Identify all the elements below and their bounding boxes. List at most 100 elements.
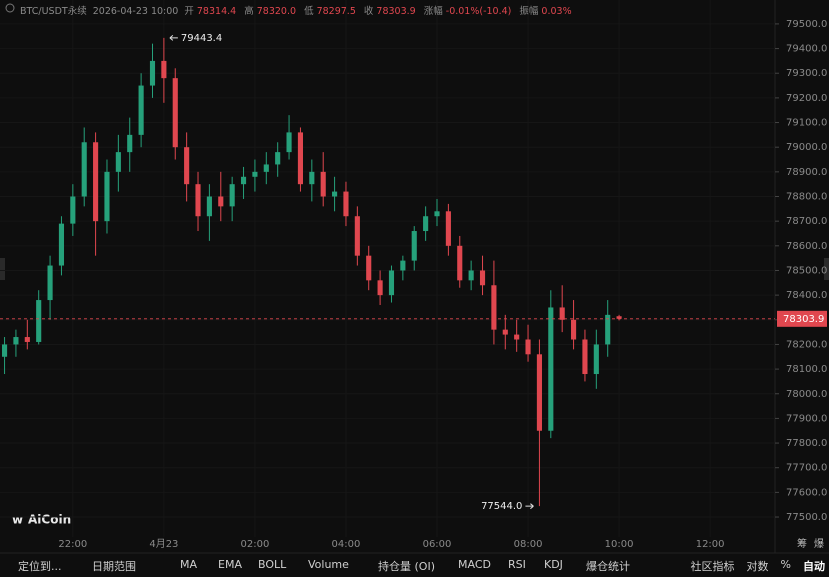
symbol-icon — [5, 3, 15, 13]
x-tick-label: 10:00 — [605, 539, 634, 550]
candle-body — [582, 339, 588, 375]
label: 低 — [304, 6, 314, 17]
candle-body — [138, 85, 144, 135]
symbol: BTC/USDT永续 — [20, 6, 87, 17]
candle-body — [548, 307, 554, 431]
candle-body — [616, 316, 622, 319]
x-tick-label: 06:00 — [423, 539, 452, 550]
label: 振幅 — [519, 6, 539, 17]
y-tick-label: 78400.0 — [786, 290, 827, 301]
candle-body — [354, 216, 360, 256]
header: BTC/USDT永续 2026-04-23 10:00 开 78314.4 高 78… — [20, 3, 577, 17]
candle-body — [115, 152, 121, 172]
candle-body — [1, 344, 8, 357]
candle-body — [229, 184, 235, 207]
candle-body — [309, 171, 315, 185]
candle-body — [514, 334, 520, 340]
candle-body — [93, 142, 99, 222]
time: 2026-04-23 10:00 — [92, 6, 179, 17]
indicator-button[interactable]: MACD — [458, 558, 491, 571]
candle-body — [127, 134, 133, 153]
candle-body — [571, 319, 577, 340]
candle-body — [400, 260, 406, 271]
toolbar-button[interactable]: 对数 — [746, 560, 769, 573]
label: 开 — [184, 6, 194, 17]
candle-body — [58, 223, 65, 266]
indicator-button[interactable]: BOLL — [258, 558, 287, 571]
logo: AiCoin — [28, 513, 71, 527]
y-tick-label: 77700.0 — [786, 463, 827, 474]
y-tick-label: 79500.0 — [786, 19, 827, 30]
candle-body — [172, 78, 178, 148]
right-handle[interactable] — [824, 258, 829, 280]
logo-mark: ᴡ — [12, 513, 23, 527]
indicator-button[interactable]: RSI — [508, 558, 526, 571]
candle-body — [593, 344, 599, 375]
candle-body — [161, 60, 167, 79]
candle-body — [240, 176, 247, 185]
value: -0.01%(-10.4) — [445, 6, 512, 17]
toolbar-button[interactable]: % — [780, 558, 791, 571]
y-tick-label: 78900.0 — [786, 167, 827, 178]
candle-body — [423, 216, 429, 232]
indicator-button[interactable]: KDJ — [544, 558, 563, 571]
y-tick-label: 79000.0 — [786, 142, 827, 153]
indicator-button[interactable]: MA — [180, 558, 198, 571]
candle-body — [195, 184, 201, 217]
candle-body — [434, 211, 440, 217]
candle-body — [411, 231, 417, 261]
date-range-button[interactable]: 日期范围 — [92, 560, 136, 573]
candle-body — [24, 337, 30, 342]
candle-body — [605, 314, 611, 345]
value: 78297.5 — [316, 6, 356, 17]
indicator-button[interactable]: EMA — [218, 558, 242, 571]
indicator-button[interactable]: Volume — [308, 558, 349, 571]
left-handle[interactable] — [0, 258, 5, 280]
label: 涨幅 — [423, 6, 443, 17]
y-tick-label: 79100.0 — [786, 118, 827, 129]
candle-body — [332, 191, 338, 197]
candle-body — [263, 164, 269, 172]
candle-body — [206, 196, 212, 217]
candle-body — [47, 265, 53, 301]
locate-button[interactable]: 定位到... — [18, 560, 62, 573]
candle-body — [468, 270, 474, 281]
y-tick-label: 79300.0 — [786, 68, 827, 79]
label: 收 — [363, 6, 374, 17]
value: 0.03% — [541, 6, 572, 17]
corner-button[interactable]: 筹 — [797, 537, 807, 550]
value: 78303.9 — [376, 6, 416, 17]
high-label: 79443.4 — [181, 33, 222, 44]
x-tick-label: 04:00 — [332, 539, 361, 550]
last-price-label: 78303.9 — [783, 314, 824, 325]
arrow — [525, 503, 534, 510]
y-tick-label: 77600.0 — [786, 487, 827, 498]
candle-body — [81, 142, 87, 197]
y-tick-label: 78800.0 — [786, 192, 827, 203]
grid — [0, 0, 775, 537]
indicator-button[interactable]: 爆仓统计 — [586, 560, 630, 573]
y-tick-label: 78000.0 — [786, 389, 827, 400]
last-price-box — [777, 310, 827, 327]
indicator-button[interactable]: 持仓量 (OI) — [378, 560, 435, 573]
corner-button[interactable]: 爆 — [814, 538, 824, 550]
candle-body — [218, 196, 224, 207]
toolbar: 定位到... 日期范围 MA EMA BOLL Volume 持仓量 (OI) MACD R… — [0, 555, 829, 577]
x-tick-label: 02:00 — [241, 539, 270, 550]
candle-body — [13, 337, 19, 345]
toolbar-button[interactable]: 自动 — [803, 560, 825, 573]
toolbar-button[interactable]: 社区指标 — [690, 560, 735, 573]
candle-body — [252, 171, 258, 177]
candle-body — [104, 171, 110, 222]
y-tick-label: 78100.0 — [786, 364, 827, 375]
candle-body — [445, 211, 451, 246]
candle-body — [149, 60, 156, 86]
candle-body — [525, 339, 531, 355]
y-tick-label: 78500.0 — [786, 265, 827, 276]
candle-body — [320, 171, 326, 197]
y-tick-label: 78600.0 — [786, 241, 827, 252]
y-tick-label: 79200.0 — [786, 93, 827, 104]
y-tick-label: 78200.0 — [786, 339, 827, 350]
candle-body — [343, 191, 349, 217]
y-tick-label: 77900.0 — [786, 413, 827, 424]
